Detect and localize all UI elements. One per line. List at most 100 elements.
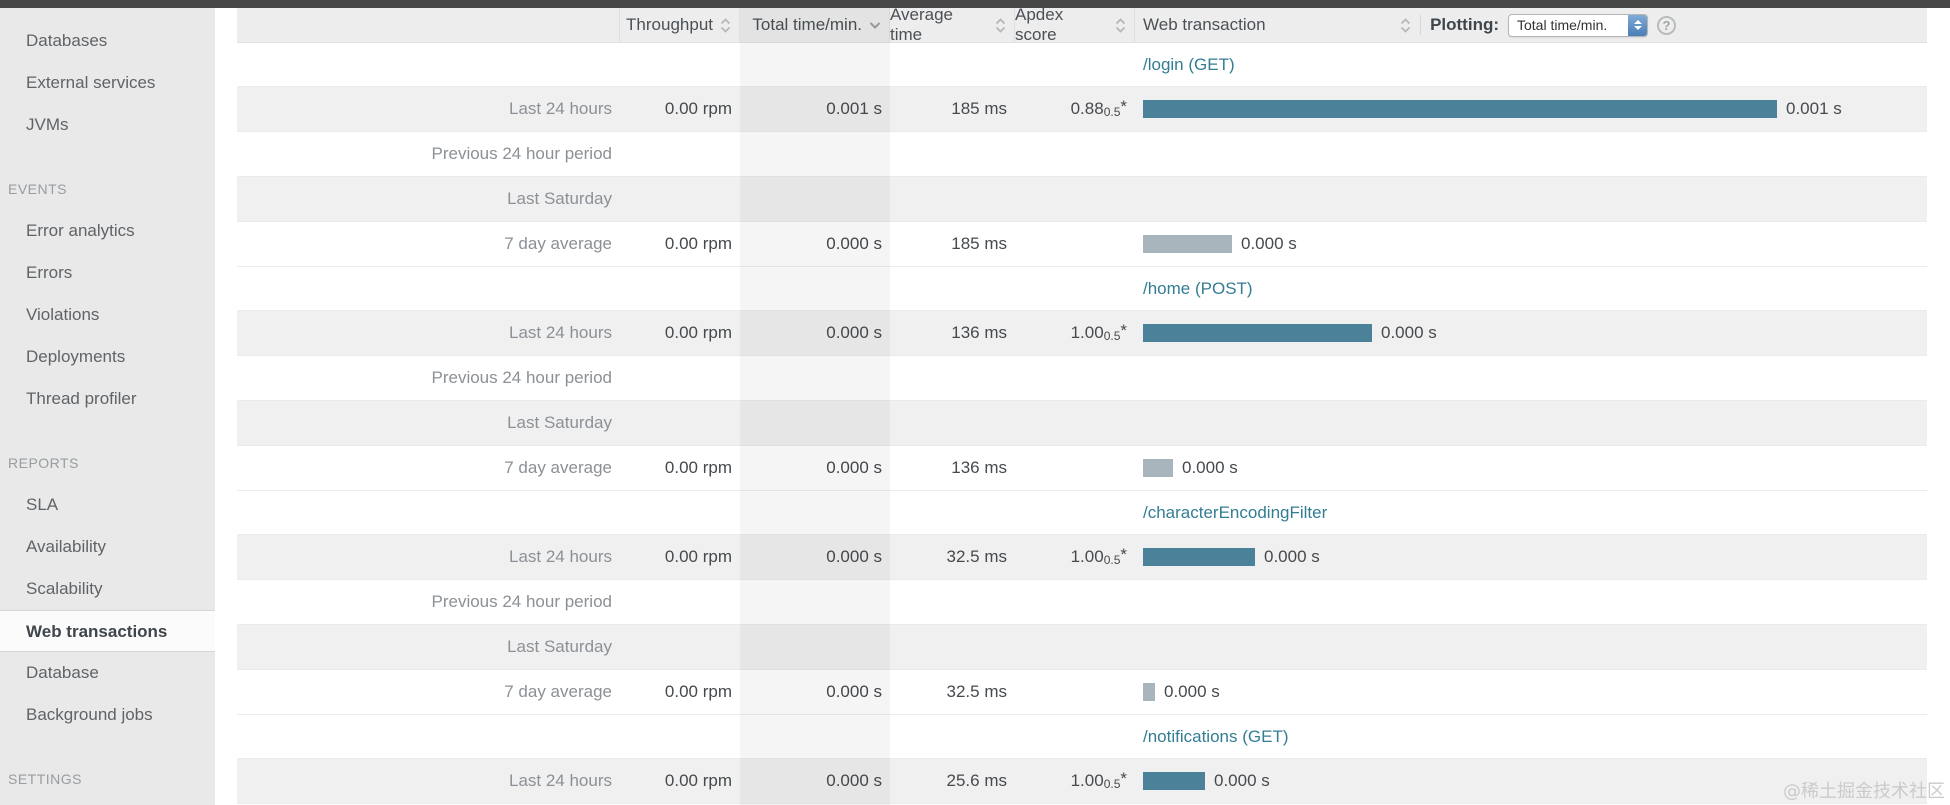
sidebar-item-databases[interactable]: Databases <box>26 31 108 50</box>
row-average-time: 136 ms <box>951 458 1007 477</box>
row-total-time <box>740 177 890 221</box>
transaction-group-header: /notifications (GET) <box>237 715 1927 759</box>
row-web-transaction <box>1135 580 1927 624</box>
transaction-link[interactable]: /login (GET) <box>1143 54 1235 74</box>
row-throughput: 0.00 rpm <box>664 458 732 477</box>
row-throughput: 0.00 rpm <box>664 234 732 253</box>
help-icon[interactable]: ? <box>1657 15 1676 35</box>
sidebar-item-deployments[interactable]: Deployments <box>26 347 126 366</box>
sidebar-item-web-transactions[interactable]: Web transactions <box>0 610 215 652</box>
row-throughput: 0.00 rpm <box>664 99 732 118</box>
sort-chevrons-icon <box>1115 17 1126 33</box>
row-period: Previous 24 hour period <box>431 592 612 611</box>
transactions-table: Throughput Total time/min. Average time Apd… <box>237 5 1927 805</box>
column-label: Total time/min. <box>752 15 862 34</box>
sidebar-item-scalability[interactable]: Scalability <box>26 579 103 598</box>
sidebar-item-database[interactable]: Database <box>26 663 99 682</box>
row-total-time: 0.000 s <box>826 771 882 790</box>
plotting-label: Plotting: <box>1430 15 1499 34</box>
row-throughput <box>620 580 740 624</box>
column-header-total-time-min-[interactable]: Total time/min. <box>740 8 890 42</box>
row-web-transaction: 0.001 s <box>1135 87 1927 131</box>
row-web-transaction: 0.000 s <box>1135 311 1927 355</box>
row-total-time <box>740 401 890 445</box>
row-apdex-score <box>1015 670 1135 714</box>
row-apdex-score <box>1015 580 1135 624</box>
transaction-link[interactable]: /home (POST) <box>1143 278 1253 298</box>
row-apdex-score: 1.00 0.5 * <box>1015 311 1135 355</box>
row-apdex-score: 0.88 0.5 * <box>1015 87 1135 131</box>
transaction-link[interactable]: /notifications (GET) <box>1143 726 1289 746</box>
table-row: Last 24 hours 0.00 rpm 0.001 s 185 ms 0.… <box>237 87 1927 132</box>
sidebar-item-violations[interactable]: Violations <box>26 305 100 324</box>
apdex-threshold: 0.5 <box>1103 777 1121 791</box>
row-web-transaction: 0.000 s <box>1135 222 1927 266</box>
row-web-transaction <box>1135 401 1927 445</box>
row-throughput: 0.00 rpm <box>664 323 732 342</box>
sidebar-item-sla[interactable]: SLA <box>26 495 59 514</box>
sort-chevrons-icon <box>995 17 1006 33</box>
row-apdex-score <box>1015 446 1135 490</box>
row-web-transaction: 0.000 s <box>1135 670 1927 714</box>
row-throughput <box>620 177 740 221</box>
sidebar-item-jvms[interactable]: JVMs <box>26 115 69 134</box>
column-header-apdex-score[interactable]: Apdex score <box>1015 5 1135 44</box>
row-period: 7 day average <box>504 458 612 477</box>
bar-value: 0.000 s <box>1381 323 1437 342</box>
table-row: Previous 24 hour period <box>237 132 1927 177</box>
sidebar-item-external-services[interactable]: External services <box>26 73 156 92</box>
sidebar-item-error-analytics[interactable]: Error analytics <box>26 221 135 240</box>
row-throughput <box>620 625 740 669</box>
sidebar-item-background-jobs[interactable]: Background jobs <box>26 705 153 724</box>
transaction-bar <box>1143 548 1255 566</box>
transaction-bar <box>1143 683 1155 701</box>
row-period: 7 day average <box>504 682 612 701</box>
table-row: Previous 24 hour period <box>237 580 1927 625</box>
table-row: Last 24 hours 0.00 rpm 0.000 s 136 ms 1.… <box>237 311 1927 356</box>
row-web-transaction <box>1135 132 1927 176</box>
row-period: Last Saturday <box>507 413 612 432</box>
column-header-web-transaction[interactable]: Web transaction Plotting: Total time/min… <box>1135 8 1927 42</box>
row-apdex-score: 1.00 0.5 * <box>1015 535 1135 579</box>
row-total-time <box>740 132 890 176</box>
watermark: @稀土掘金技术社区 <box>1783 781 1945 802</box>
row-apdex-score <box>1015 401 1135 445</box>
row-period: Previous 24 hour period <box>431 368 612 387</box>
sort-chevrons-icon[interactable] <box>1400 17 1411 34</box>
transaction-bar <box>1143 100 1777 118</box>
transaction-group-header: /characterEncodingFilter <box>237 491 1927 535</box>
sidebar-item-thread-profiler[interactable]: Thread profiler <box>26 389 137 408</box>
row-period: Last 24 hours <box>508 771 612 790</box>
row-period: Last 24 hours <box>508 547 612 566</box>
column-header-average-time[interactable]: Average time <box>890 5 1015 44</box>
apdex-star: * <box>1120 769 1127 788</box>
table-body: /login (GET) Last 24 hours 0.00 rpm 0.00… <box>237 43 1927 804</box>
row-web-transaction: 0.000 s <box>1135 535 1927 579</box>
apdex-threshold: 0.5 <box>1103 553 1121 567</box>
sidebar-item-availability[interactable]: Availability <box>26 537 107 556</box>
sort-chevrons-icon <box>720 17 731 33</box>
row-average-time: 136 ms <box>951 323 1007 342</box>
header-cluster: Plotting: Total time/min. ? <box>1400 13 1676 37</box>
apdex-value: 1.00 <box>1070 547 1104 566</box>
transaction-link[interactable]: /characterEncodingFilter <box>1143 502 1328 522</box>
table-row: 7 day average 0.00 rpm 0.000 s 32.5 ms 0… <box>237 670 1927 715</box>
table-row: Previous 24 hour period <box>237 356 1927 401</box>
plotting-select[interactable]: Total time/min. <box>1508 13 1648 37</box>
row-average-time: 185 ms <box>951 99 1007 118</box>
row-period: Last Saturday <box>507 189 612 208</box>
apdex-threshold: 0.5 <box>1103 105 1121 119</box>
sidebar-section-title: REPORTS <box>8 455 79 471</box>
column-header-throughput[interactable]: Throughput <box>620 8 740 42</box>
sidebar-nav: Databases External services JVMs EVENTS Erro… <box>0 20 215 800</box>
bar-value: 0.000 s <box>1182 458 1238 477</box>
row-throughput: 0.00 rpm <box>664 682 732 701</box>
row-average-time <box>890 401 1015 445</box>
row-throughput: 0.00 rpm <box>664 771 732 790</box>
row-average-time <box>890 132 1015 176</box>
plotting-select-value: Total time/min. <box>1517 17 1608 33</box>
sidebar-section-title: SETTINGS <box>8 771 83 787</box>
header-divider <box>1420 15 1422 35</box>
sidebar-item-errors[interactable]: Errors <box>26 263 73 282</box>
row-period: Last Saturday <box>507 637 612 656</box>
